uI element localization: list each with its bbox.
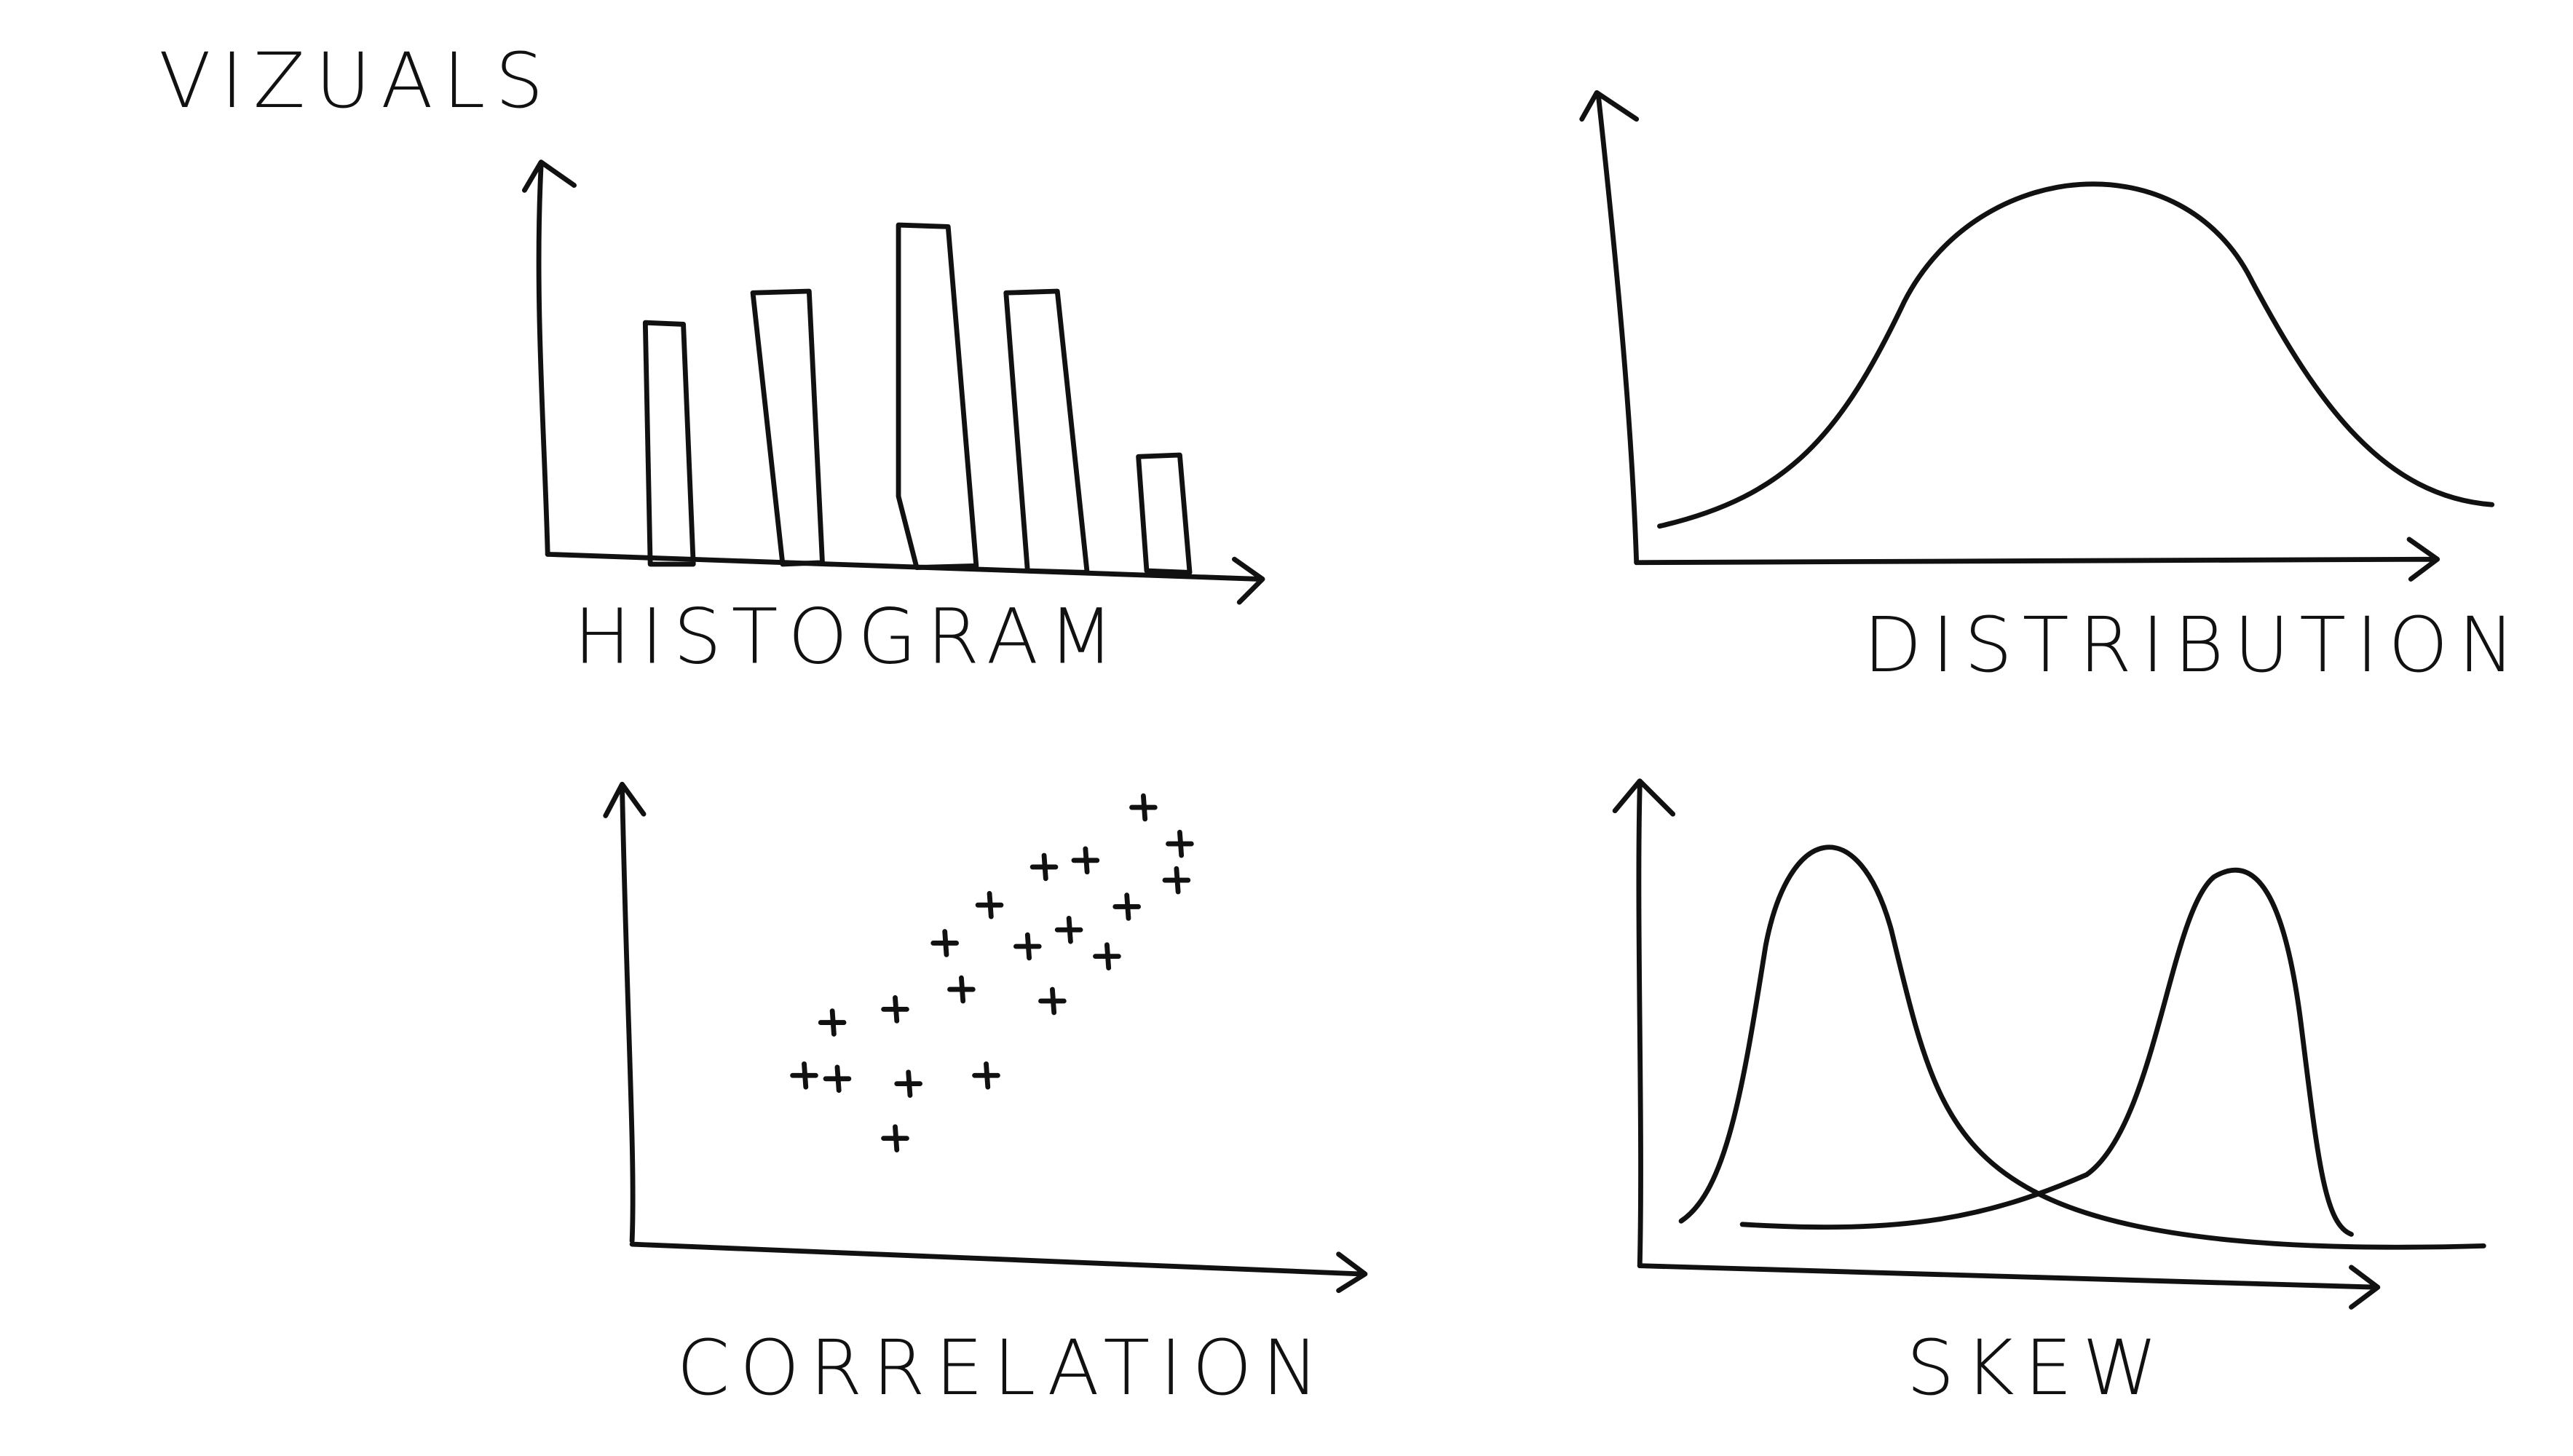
panel-label: DISTRIBUTION — [1863, 601, 2525, 689]
scatter-mark — [790, 1061, 818, 1090]
scatter-mark — [1166, 829, 1194, 858]
correlation-sketch — [603, 781, 1368, 1294]
distribution-sketch — [1579, 90, 2495, 582]
scatter-mark — [1129, 793, 1158, 822]
scatter-mark — [930, 929, 960, 957]
scatter-mark — [894, 1069, 923, 1098]
histogram-sketch — [522, 159, 1265, 605]
scatter-mark — [881, 1124, 909, 1152]
scatter-mark — [1071, 846, 1100, 875]
scatter-mark — [1038, 986, 1067, 1016]
scatter-mark — [972, 1061, 1000, 1090]
skew-sketch — [1612, 778, 2486, 1310]
scatter-mark — [881, 995, 909, 1024]
panel-label: SKEW — [1906, 1324, 2167, 1412]
scatter-mark — [1112, 893, 1142, 921]
scatter-mark — [1013, 932, 1042, 961]
scatter-mark — [1162, 866, 1191, 895]
scatter-mark — [1029, 852, 1059, 882]
scatter-mark — [947, 975, 976, 1004]
scatter-mark — [1054, 915, 1083, 944]
panel-label: HISTOGRAM — [574, 593, 1124, 681]
scatter-mark — [818, 1008, 847, 1037]
scatter-mark — [975, 890, 1004, 919]
panel-label: CORRELATION — [676, 1324, 1329, 1412]
scatter-mark — [823, 1064, 852, 1093]
sketch-title: VIZUALS — [159, 36, 553, 125]
scatter-mark — [1093, 942, 1121, 970]
